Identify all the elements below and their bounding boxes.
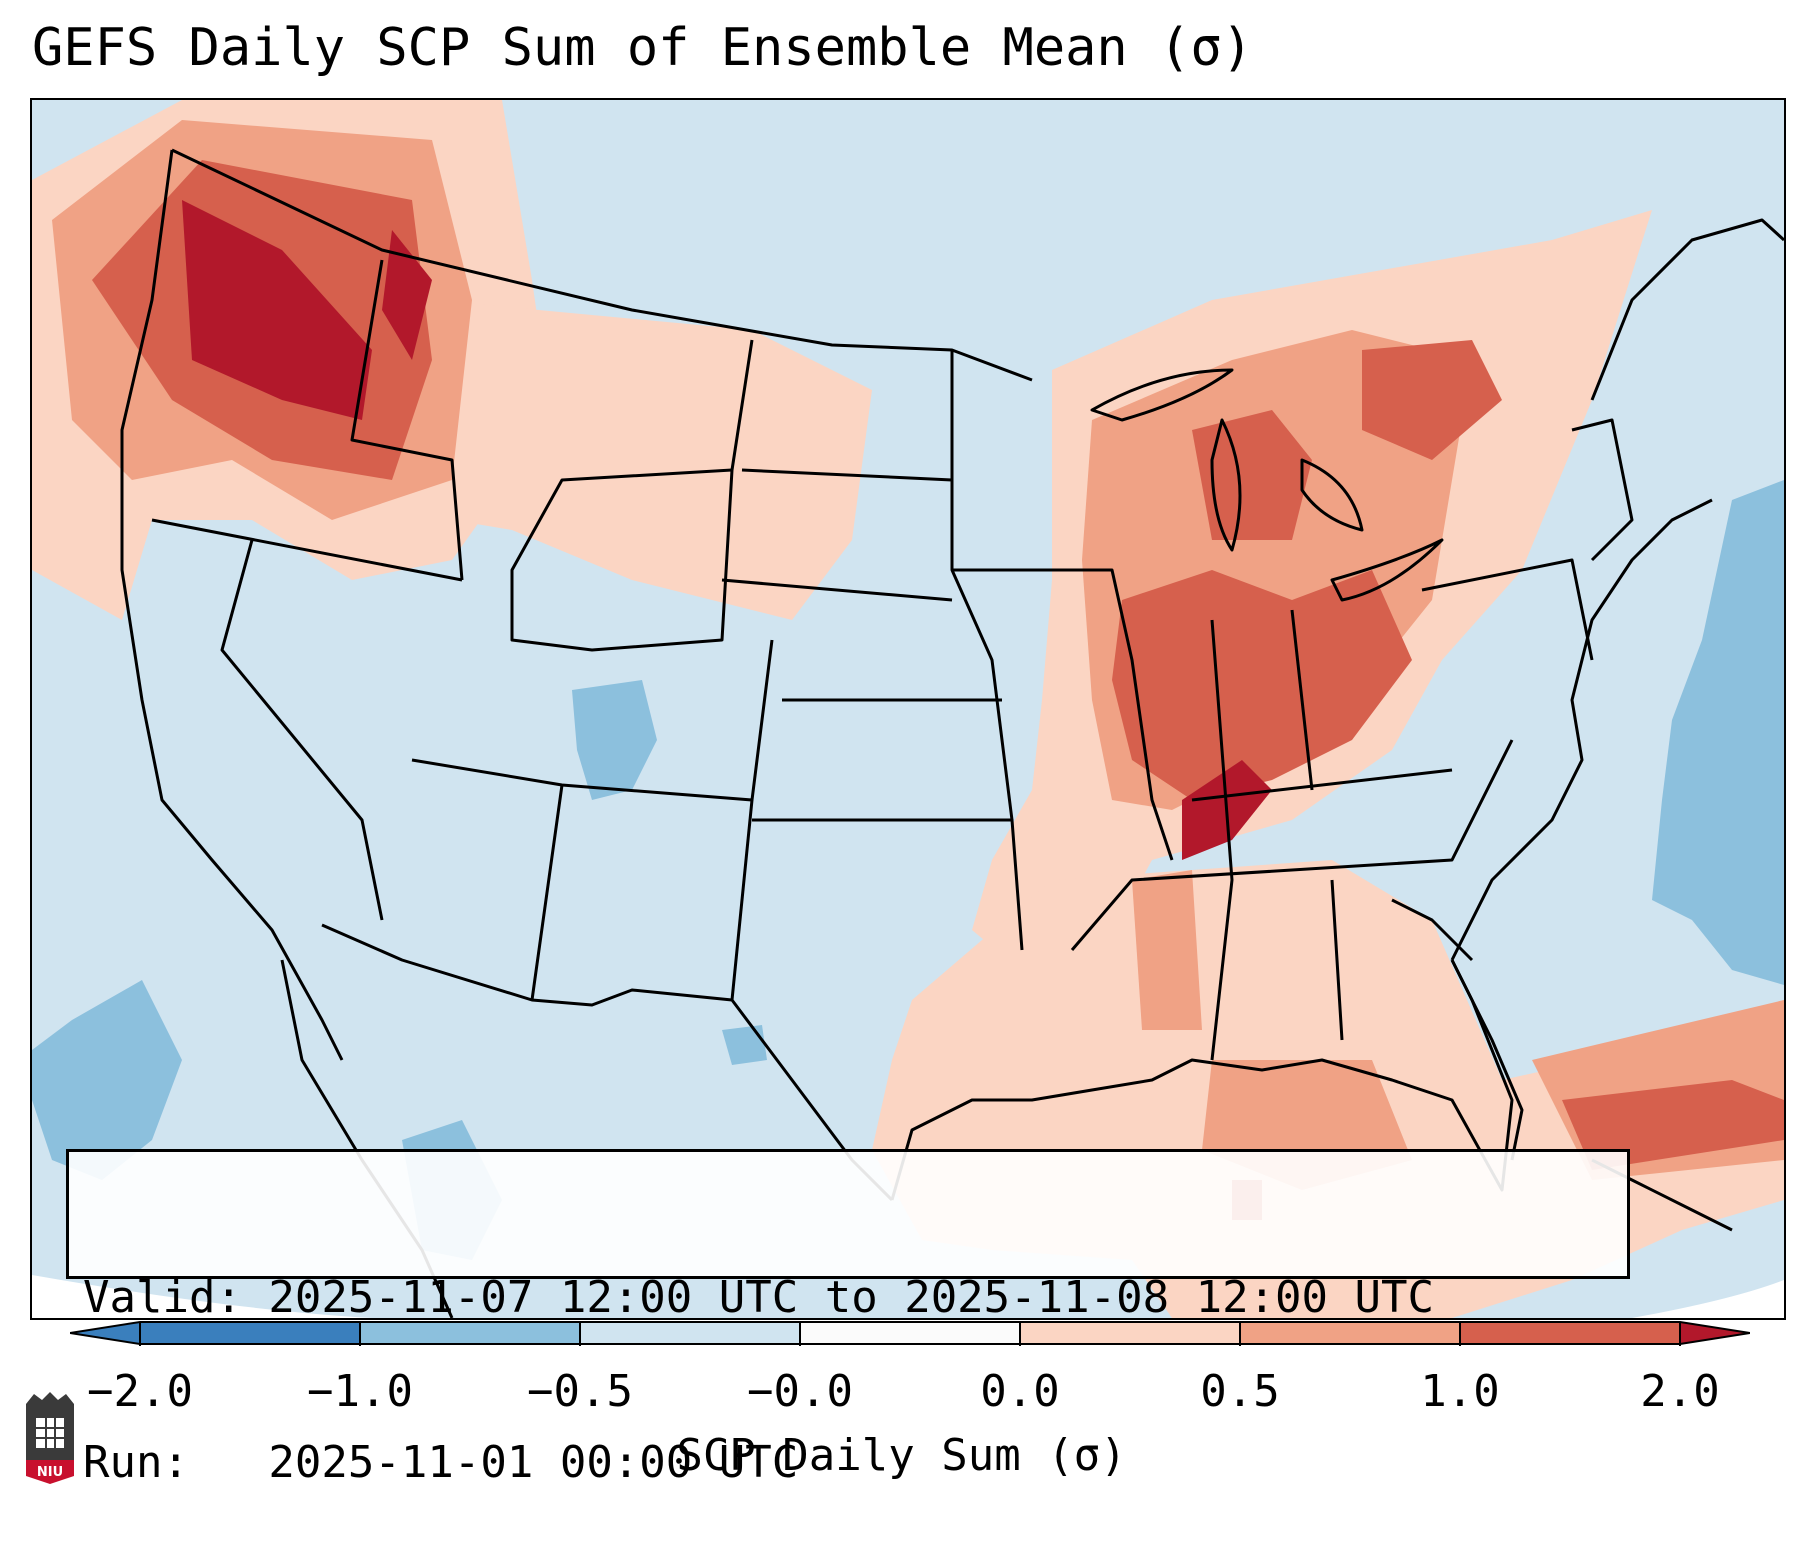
texas-blue-area bbox=[722, 1025, 767, 1065]
west-coast bbox=[120, 149, 344, 1061]
ohio-valley-red-area bbox=[1112, 570, 1412, 800]
atlantic-coast bbox=[1450, 498, 1713, 961]
colorbar-segment bbox=[1460, 1322, 1681, 1344]
colorbar-tick-label: −2.0 bbox=[87, 1366, 193, 1417]
nebraska-north-border bbox=[721, 578, 953, 602]
ontario-red-area bbox=[1362, 340, 1502, 460]
valid-time-box: Valid: 2025-11-07 12:00 UTC to 2025-11-0… bbox=[66, 1149, 1630, 1488]
indiana-ohio-border bbox=[1290, 609, 1314, 791]
dakotas-west-border bbox=[730, 339, 754, 471]
lake-superior bbox=[1090, 368, 1234, 422]
logo-text: NIU bbox=[37, 1465, 63, 1480]
positive-anomaly-shading bbox=[32, 100, 1784, 1318]
map-svg bbox=[32, 100, 1784, 1318]
alabama-border bbox=[1210, 619, 1234, 1061]
colorbar-tick-label: 1.0 bbox=[1420, 1366, 1500, 1417]
northern-plains-light-area bbox=[432, 300, 872, 620]
mississippi-mid-area bbox=[1132, 870, 1202, 1030]
logo-window-icon bbox=[36, 1418, 64, 1448]
colorbar-segment bbox=[1020, 1322, 1241, 1344]
colorbar-tick-label: −0.0 bbox=[747, 1366, 853, 1417]
niu-logo: NIU bbox=[26, 1392, 74, 1484]
canada-border bbox=[171, 148, 1033, 382]
new-england-coast bbox=[1590, 218, 1784, 401]
colorbar-arrow-left bbox=[70, 1322, 140, 1344]
colorbar-tick-label: 0.5 bbox=[1200, 1366, 1280, 1417]
projection-edge-left bbox=[32, 1275, 372, 1318]
state-borders bbox=[120, 148, 1784, 1318]
colorbar bbox=[70, 1321, 1750, 1346]
colorbar-segment bbox=[800, 1322, 1021, 1344]
oregon-south-border bbox=[151, 518, 463, 582]
gulf-coast bbox=[890, 959, 1514, 1201]
lake-huron bbox=[1300, 458, 1364, 532]
colorbar-arrow-right bbox=[1680, 1322, 1750, 1344]
pennsylvania-border bbox=[1421, 558, 1594, 661]
map-title: GEFS Daily SCP Sum of Ensemble Mean (σ) bbox=[32, 18, 1253, 78]
colorbar-segment bbox=[580, 1322, 801, 1344]
colorbar-tick-label: −1.0 bbox=[307, 1366, 413, 1417]
wyoming-border bbox=[510, 468, 734, 652]
oregon-dark-area bbox=[182, 200, 372, 420]
colorbar-segment bbox=[1240, 1322, 1461, 1344]
map-panel[interactable] bbox=[30, 98, 1786, 1320]
florida-peninsula bbox=[1450, 959, 1524, 1161]
missouri-river-border bbox=[950, 350, 1014, 821]
new-mexico-texas-border bbox=[730, 799, 754, 1001]
atlantic-blue-area bbox=[1652, 480, 1784, 985]
colorbar-segments bbox=[70, 1322, 1750, 1344]
idaho-dark-area bbox=[382, 230, 432, 360]
valid-time-text: Valid: 2025-11-07 12:00 UTC to 2025-11-0… bbox=[83, 1272, 1435, 1323]
new-england-states bbox=[1571, 418, 1634, 562]
georgia-carolina-border bbox=[1391, 898, 1474, 962]
projection-edge-right bbox=[1632, 1280, 1784, 1318]
colorbar-label: SCP Daily Sum (σ) bbox=[676, 1430, 1127, 1481]
georgia-alabama-border bbox=[1330, 879, 1344, 1041]
logo-window-grid-icon bbox=[36, 1418, 64, 1448]
idaho-border bbox=[350, 259, 464, 581]
pacific-blue-area bbox=[32, 980, 182, 1180]
colorbar-segment bbox=[140, 1322, 361, 1344]
run-time-text: Run: 2025-11-01 00:00 UTC bbox=[83, 1437, 799, 1488]
colorbar-tick-label: 0.0 bbox=[980, 1366, 1060, 1417]
logo-shield-icon bbox=[26, 1460, 74, 1484]
lake-michigan bbox=[1210, 418, 1242, 552]
mississippi-border bbox=[952, 568, 1174, 861]
southeast-border bbox=[1070, 739, 1514, 951]
north-south-dakota-border bbox=[741, 468, 953, 482]
colorbar-tick-label: −0.5 bbox=[527, 1366, 633, 1417]
tennessee-north-border bbox=[1191, 768, 1453, 802]
bahamas-red-area bbox=[1562, 1080, 1784, 1170]
california-nevada-border bbox=[220, 539, 384, 921]
colorbar-segment bbox=[360, 1322, 581, 1344]
mexico-border bbox=[321, 923, 894, 1202]
lake-erie bbox=[1330, 538, 1444, 602]
arizona-new-mexico-border bbox=[530, 784, 564, 1001]
utah-colorado-south-border bbox=[411, 639, 774, 802]
michigan-red-area bbox=[1192, 410, 1312, 540]
colorado-blue-area bbox=[572, 680, 657, 800]
colorbar-tick-label: 2.0 bbox=[1640, 1366, 1720, 1417]
